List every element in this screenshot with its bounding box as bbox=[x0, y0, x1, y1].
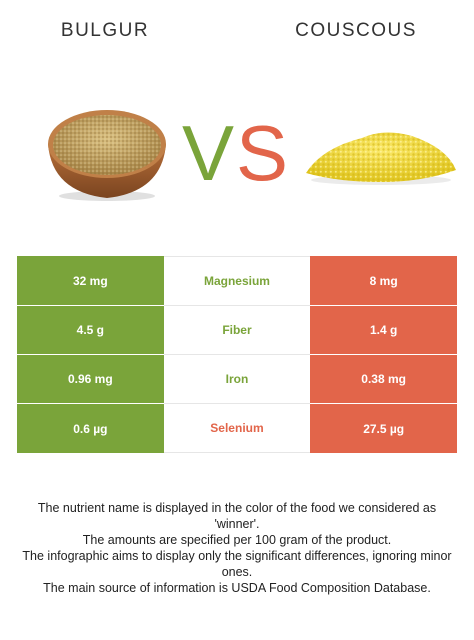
table-row: 0.96 mg Iron 0.38 mg bbox=[17, 355, 457, 404]
vs-logo: V S bbox=[180, 108, 290, 197]
table-row: 4.5 g Fiber 1.4 g bbox=[17, 306, 457, 355]
couscous-image bbox=[302, 118, 460, 188]
footnote: The nutrient name is displayed in the co… bbox=[17, 500, 457, 596]
nutrient-comparison-table: 32 mg Magnesium 8 mg 4.5 g Fiber 1.4 g 0… bbox=[17, 256, 457, 453]
couscous-value: 0.38 mg bbox=[310, 355, 457, 404]
footnote-line: The nutrient name is displayed in the co… bbox=[37, 501, 437, 531]
couscous-value: 8 mg bbox=[310, 256, 457, 306]
bulgur-value: 32 mg bbox=[17, 256, 164, 306]
couscous-title: COUSCOUS bbox=[295, 20, 417, 41]
nutrient-name: Iron bbox=[163, 355, 311, 404]
footnote-line: The main source of information is USDA F… bbox=[43, 581, 431, 595]
vs-letter-s: S bbox=[236, 109, 288, 188]
nutrient-name: Selenium bbox=[163, 404, 311, 453]
bulgur-image bbox=[42, 104, 172, 204]
footnote-line: The infographic aims to display only the… bbox=[22, 549, 452, 579]
bulgur-value: 0.96 mg bbox=[17, 355, 164, 404]
couscous-value: 27.5 µg bbox=[310, 404, 457, 453]
couscous-value: 1.4 g bbox=[310, 306, 457, 355]
vs-letter-v: V bbox=[182, 109, 234, 188]
bulgur-value: 4.5 g bbox=[17, 306, 164, 355]
bulgur-title: BULGUR bbox=[60, 20, 150, 41]
nutrient-name: Fiber bbox=[163, 306, 311, 355]
table-row: 32 mg Magnesium 8 mg bbox=[17, 256, 457, 306]
nutrient-name: Magnesium bbox=[163, 256, 311, 306]
bulgur-value: 0.6 µg bbox=[17, 404, 164, 453]
table-row: 0.6 µg Selenium 27.5 µg bbox=[17, 404, 457, 453]
footnote-line: The amounts are specified per 100 gram o… bbox=[82, 533, 392, 547]
